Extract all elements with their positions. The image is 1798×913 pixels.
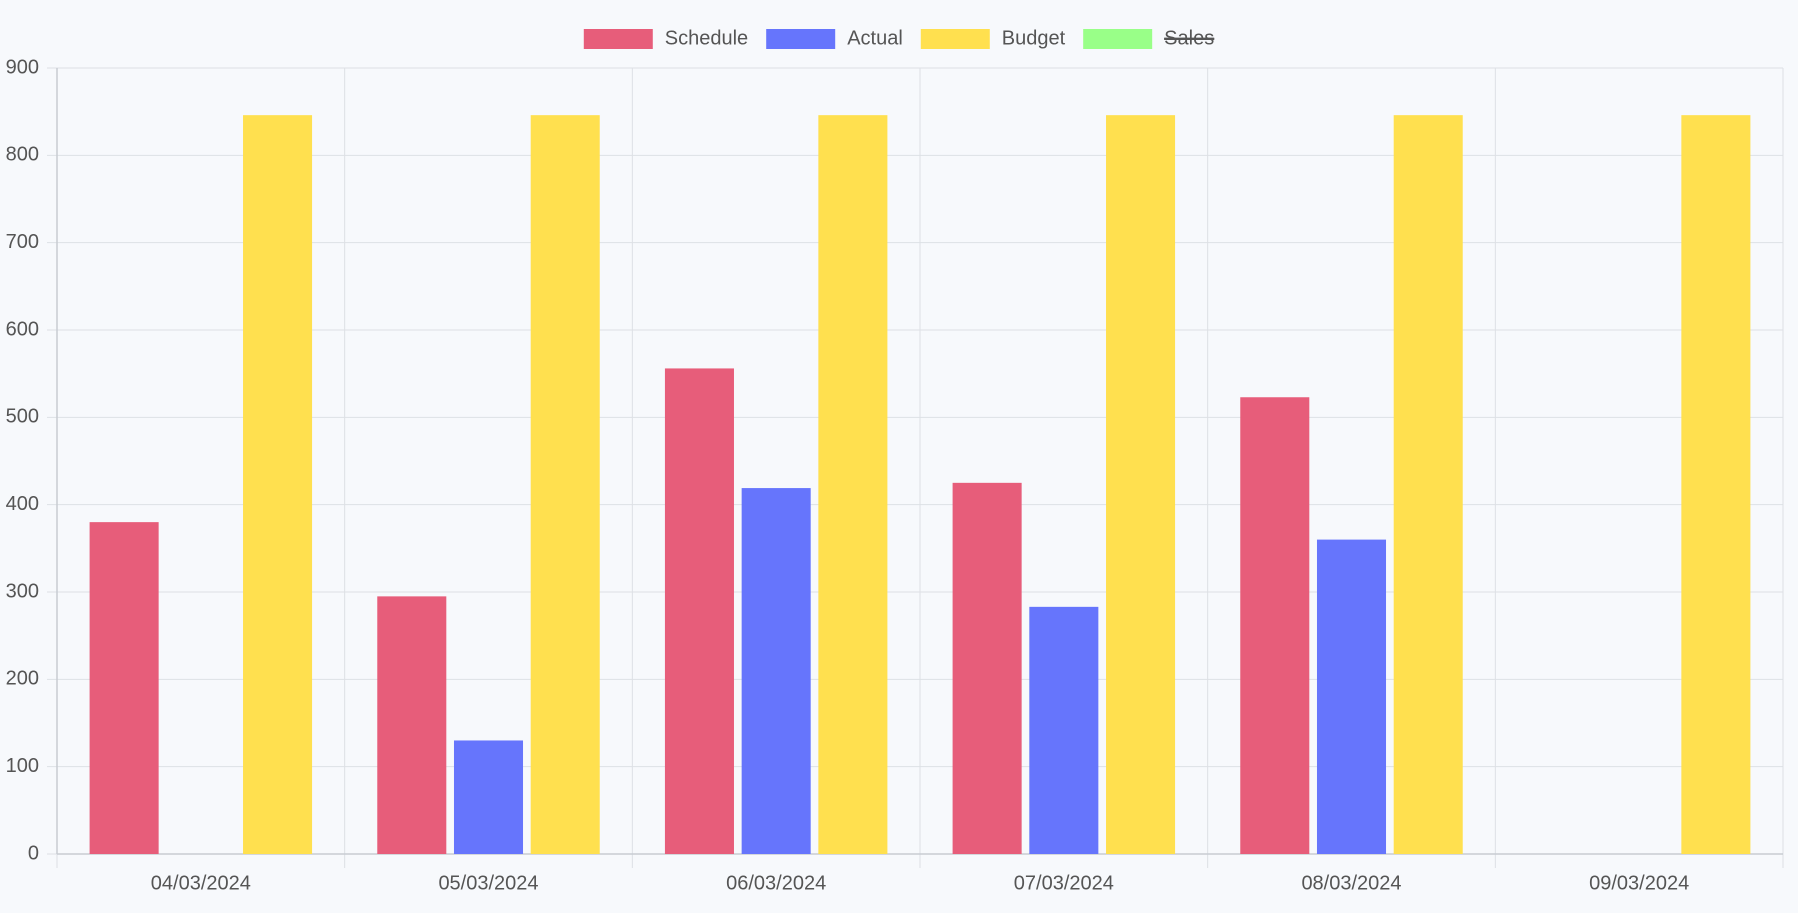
y-tick-label: 700 [6, 231, 39, 253]
legend-label[interactable]: Schedule [665, 27, 748, 49]
x-tick-label: 05/03/2024 [438, 872, 538, 894]
bar [1240, 397, 1310, 854]
x-tick-label: 04/03/2024 [151, 872, 251, 894]
bar [1106, 115, 1176, 854]
bar [530, 115, 600, 854]
y-tick-label: 900 [6, 56, 39, 78]
bar [664, 368, 734, 854]
legend-label[interactable]: Actual [847, 27, 903, 49]
bar [243, 115, 313, 854]
y-tick-label: 200 [6, 668, 39, 690]
x-tick-label: 08/03/2024 [1301, 872, 1401, 894]
legend-swatch[interactable] [766, 29, 836, 49]
y-tick-label: 300 [6, 580, 39, 602]
bar [1681, 115, 1751, 854]
bar [818, 115, 888, 854]
y-tick-label: 500 [6, 406, 39, 428]
bar [741, 488, 811, 854]
y-tick-label: 800 [6, 144, 39, 166]
bar [1393, 115, 1463, 854]
legend-label[interactable]: Budget [1002, 27, 1066, 49]
bar [453, 740, 524, 854]
x-tick-label: 07/03/2024 [1014, 872, 1114, 894]
bar [952, 482, 1022, 854]
x-tick-label: 09/03/2024 [1589, 872, 1689, 894]
y-tick-label: 400 [6, 493, 39, 515]
y-tick-label: 100 [6, 755, 39, 777]
bar [1029, 606, 1099, 854]
bar [377, 596, 447, 854]
y-tick-label: 600 [6, 318, 39, 340]
bar [89, 522, 159, 854]
y-tick-label: 0 [28, 842, 39, 864]
legend-swatch[interactable] [583, 29, 653, 49]
legend-swatch[interactable] [920, 29, 990, 49]
legend-swatch[interactable] [1083, 29, 1153, 49]
x-tick-label: 06/03/2024 [726, 872, 826, 894]
bar [1316, 539, 1387, 854]
